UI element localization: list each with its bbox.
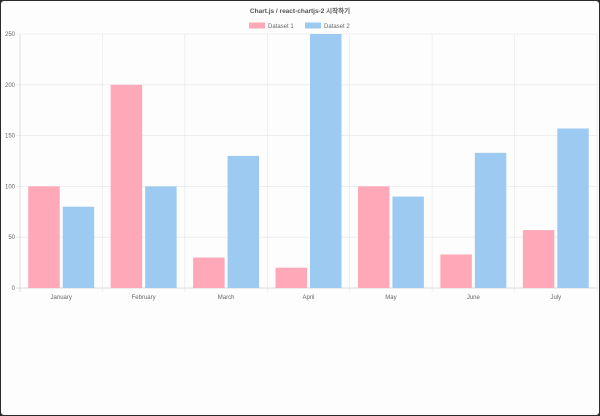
y-tick-label: 100	[5, 184, 16, 190]
x-axis: January February March April May June July	[51, 295, 562, 301]
y-tick-label: 250	[5, 32, 16, 38]
x-tick-label: April	[302, 295, 314, 301]
bar-dataset-2-february[interactable]	[145, 186, 177, 288]
y-tick-label: 50	[8, 235, 15, 241]
legend-swatch	[249, 22, 265, 29]
bar-dataset-1-july[interactable]	[522, 230, 555, 288]
y-axis: 0 50 100 150 200 250	[5, 32, 16, 292]
bar-dataset-1-february[interactable]	[110, 84, 143, 288]
legend-item-2[interactable]: Dataset 2	[305, 22, 350, 31]
bar-dataset-1-january[interactable]	[28, 186, 60, 288]
x-tick-label: June	[467, 295, 481, 301]
chart-title: Chart.js / react-chartjs-2 시작하기	[250, 6, 350, 15]
legend[interactable]: Dataset 1 Dataset 2	[249, 22, 350, 31]
legend-swatch	[305, 22, 321, 29]
y-tick-label: 0	[12, 286, 16, 292]
legend-label: Dataset 2	[324, 24, 350, 30]
x-tick-label: May	[385, 295, 396, 301]
bar-dataset-1-march[interactable]	[193, 257, 225, 288]
bar-dataset-2-july[interactable]	[557, 128, 589, 288]
bars	[28, 34, 589, 288]
x-tick-label: February	[132, 295, 156, 301]
y-tick-label: 200	[5, 83, 16, 89]
x-tick-label: January	[51, 295, 72, 301]
legend-label: Dataset 1	[268, 24, 294, 30]
bar-dataset-2-march[interactable]	[227, 155, 260, 288]
bar-dataset-1-april[interactable]	[275, 267, 307, 288]
x-tick-label: March	[218, 295, 235, 301]
bar-dataset-2-june[interactable]	[474, 152, 507, 288]
bar-dataset-1-june[interactable]	[440, 254, 472, 288]
bar-dataset-2-may[interactable]	[392, 196, 424, 288]
bar-dataset-1-may[interactable]	[357, 186, 390, 288]
bar-dataset-2-april[interactable]	[310, 34, 342, 288]
y-tick-label: 150	[5, 134, 16, 140]
legend-item-1[interactable]: Dataset 1	[249, 22, 294, 31]
bar-dataset-2-january[interactable]	[62, 206, 95, 288]
x-tick-label: July	[550, 295, 561, 301]
grid	[16, 33, 598, 292]
